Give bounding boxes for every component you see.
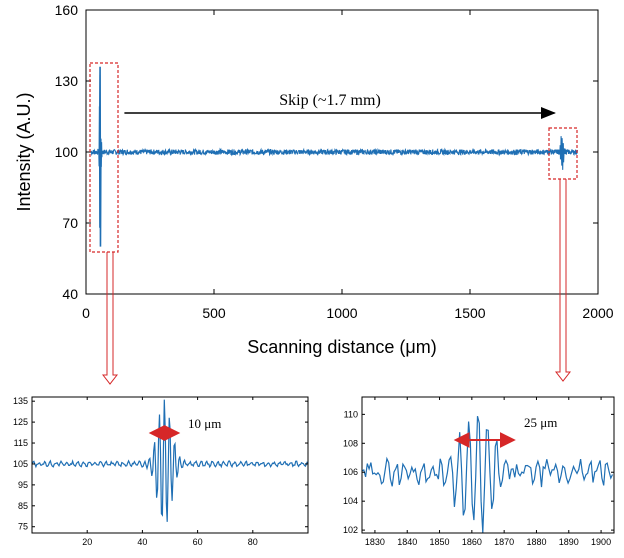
y-tick-label: 135 <box>13 396 28 406</box>
x-tick-label: 60 <box>193 537 203 547</box>
y-tick-label: 85 <box>18 501 28 511</box>
x-tick-label: 40 <box>137 537 147 547</box>
x-tick-label: 1880 <box>526 537 546 547</box>
x-tick-label: 20 <box>82 537 92 547</box>
y-tick-label: 102 <box>343 525 358 535</box>
x-tick-label: 500 <box>202 305 226 321</box>
main-y-axis-label: Intensity (A.U.) <box>14 92 34 211</box>
x-tick-label: 2000 <box>582 305 613 321</box>
zoom-arrow-right <box>554 179 572 382</box>
x-tick-label: 80 <box>248 537 258 547</box>
x-tick-label: 1500 <box>454 305 485 321</box>
main-x-axis-label: Scanning distance (μm) <box>247 337 436 357</box>
zoom-left-annotation: 10 μm <box>188 416 221 431</box>
y-tick-label: 130 <box>55 73 79 89</box>
y-tick-label: 110 <box>344 409 358 419</box>
main-peak-left <box>98 66 102 247</box>
y-tick-label: 95 <box>18 480 28 490</box>
y-tick-label: 40 <box>62 286 78 302</box>
y-tick-label: 100 <box>55 144 79 160</box>
zoom-left-series-line <box>32 399 308 522</box>
left-peak-box <box>89 62 119 253</box>
main-series-line <box>90 74 578 228</box>
x-tick-label: 1860 <box>462 537 482 547</box>
zoom-right-chart: 1830 1840 1850 1860 1870 1880 1890 1900 102 104 10… <box>343 396 615 547</box>
y-tick-label: 160 <box>55 2 79 18</box>
y-tick-label: 70 <box>62 215 78 231</box>
x-tick-label: 1850 <box>430 537 450 547</box>
x-tick-label: 1890 <box>559 537 579 547</box>
zoom-right-series-line <box>362 416 614 533</box>
zoom-right-frame <box>361 396 615 534</box>
y-tick-label: 108 <box>343 438 358 448</box>
x-tick-label: 1840 <box>397 537 417 547</box>
zoom-arrow-left <box>101 252 119 385</box>
y-tick-label: 115 <box>14 438 28 448</box>
y-tick-label: 106 <box>343 467 358 477</box>
x-tick-label: 0 <box>82 305 90 321</box>
x-tick-label: 1000 <box>326 305 357 321</box>
x-tick-label: 1900 <box>591 537 611 547</box>
y-tick-label: 105 <box>13 459 28 469</box>
right-peak-box <box>548 127 578 180</box>
zoom-left-frame <box>31 396 309 534</box>
main-chart: 0 500 1000 1500 2000 40 70 100 130 160 Scanning d… <box>14 2 614 385</box>
zoom-right-annotation: 25 μm <box>524 415 557 430</box>
y-tick-label: 104 <box>343 496 358 506</box>
zoom-left-chart: 20 40 60 80 75 85 95 105 115 125 135 10 μm <box>13 396 309 547</box>
y-tick-label: 75 <box>18 522 28 532</box>
skip-annotation: Skip (~1.7 mm) <box>279 92 381 109</box>
y-tick-label: 125 <box>13 417 28 427</box>
x-tick-label: 1870 <box>494 537 514 547</box>
x-tick-label: 1830 <box>365 537 385 547</box>
